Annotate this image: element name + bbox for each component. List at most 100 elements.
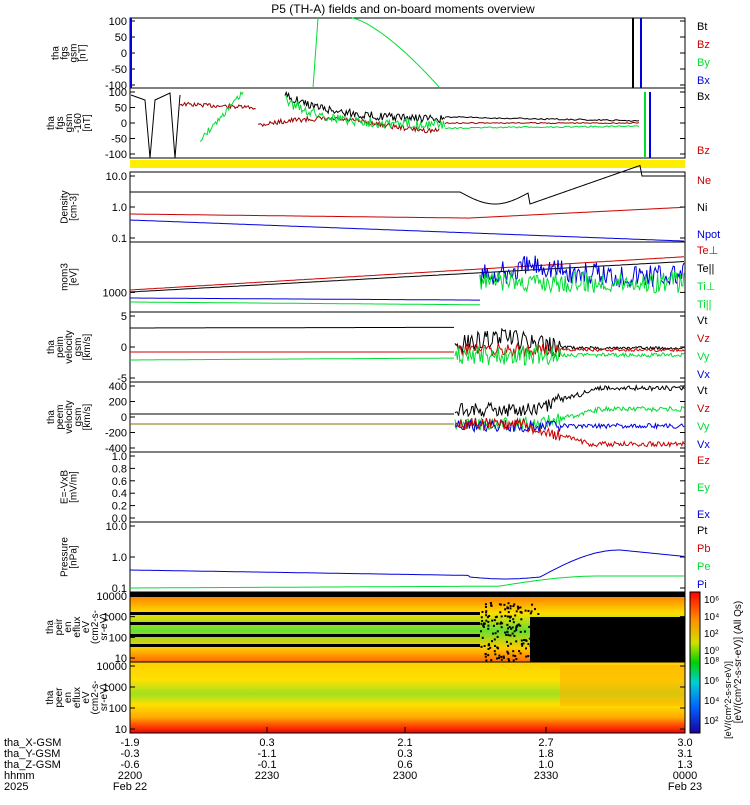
legend-entry: Ey <box>697 482 710 494</box>
y-axis-label: fgs <box>60 46 71 59</box>
panel-8: 10.0 1.0 0.1 Pressure[nPa] Pt Pb Pe Pi <box>60 521 711 595</box>
ion-spectrogram-speck <box>506 650 509 653</box>
y-tick-label: 10.0 <box>106 171 127 183</box>
ion-spectrogram-speck <box>480 630 483 633</box>
ion-spectrogram-speck <box>513 634 516 637</box>
ion-spectrogram-speck <box>487 624 490 627</box>
legend-entry: Pe <box>697 561 710 573</box>
ion-spectrogram-speck <box>515 640 518 643</box>
ion-spectrogram-speck <box>509 642 512 645</box>
series-vy-line <box>454 344 685 366</box>
y-axis-label: [nT] <box>82 114 93 131</box>
panel-frame <box>129 521 686 593</box>
ion-spectrogram-speck <box>498 654 501 657</box>
x-tick-ygsm: -0.3 <box>121 748 140 760</box>
y-axis-label: sr-eV) <box>99 613 110 640</box>
y-axis-label: tha <box>46 410 57 424</box>
ion-spectrogram-speck <box>537 652 540 655</box>
ion-spectrogram-speck <box>481 610 484 613</box>
colorbar-scale <box>689 591 701 734</box>
ion-spectrogram-speck <box>480 616 483 619</box>
ion-spectrogram-stripe <box>130 612 480 615</box>
ion-spectrogram-speck <box>528 625 531 628</box>
colorbar-tick-label: 10² <box>704 716 719 727</box>
ion-spectrogram-speck <box>509 607 512 610</box>
ion-spectrogram-speck <box>490 604 493 607</box>
ion-spectrogram-speck <box>533 621 536 624</box>
y-tick-label: 0 <box>121 342 127 354</box>
ion-spectrogram-speck <box>500 626 503 629</box>
ion-spectrogram-speck <box>534 641 537 644</box>
ion-spectrogram-speck <box>535 651 538 654</box>
series-npot-line <box>129 219 685 242</box>
ion-spectrogram-speck <box>497 657 500 660</box>
y-tick-label: 0.2 <box>112 501 127 513</box>
y-tick-label: 10000 <box>96 661 127 673</box>
ion-spectrogram-speck <box>521 644 524 647</box>
series-vy-line <box>130 357 454 361</box>
y-axis-label: tha <box>46 340 57 354</box>
y-axis-label: [cm-3] <box>69 193 80 221</box>
y-axis-label: velocity <box>64 330 75 363</box>
ion-spectrogram-stripe <box>130 644 480 647</box>
legend-entry: Bz <box>697 39 710 51</box>
series-tipar-line <box>130 301 480 306</box>
ion-spectrogram-speck <box>493 650 496 653</box>
legend-entry: Vy <box>697 351 710 363</box>
ion-spectrogram-speck <box>523 639 526 642</box>
y-axis-label: [km/s] <box>82 333 93 360</box>
electron-spectrogram-warm-region <box>560 665 685 706</box>
ion-spectrogram-speck <box>480 622 483 625</box>
y-axis-label: peem <box>55 404 66 429</box>
ion-spectrogram-speck <box>512 621 515 624</box>
series-vt-line <box>454 327 685 357</box>
ion-spectrogram-speck <box>519 624 522 627</box>
ion-spectrogram-speck <box>525 655 528 658</box>
ion-spectrogram-speck <box>499 622 502 625</box>
ion-spectrogram-speck <box>505 633 508 636</box>
ion-spectrogram-speck <box>490 602 493 605</box>
colorbar-tick-label: 10² <box>704 629 719 640</box>
ion-spectrogram-speck <box>486 616 489 619</box>
ion-spectrogram-speck <box>522 642 525 645</box>
y-axis-label: [km/s] <box>82 403 93 430</box>
y-tick-label: 50 <box>115 103 127 115</box>
panel-frame <box>129 17 686 89</box>
ion-spectrogram-speck <box>518 650 521 653</box>
series-tepar-line <box>129 261 685 293</box>
ion-spectrogram-speck <box>520 611 523 614</box>
ion-spectrogram-speck <box>517 623 520 626</box>
series-tiperp-line <box>479 255 685 289</box>
series-ne-line <box>130 206 685 219</box>
x-tick-zgsm: 1.3 <box>677 759 692 771</box>
x-tick-date: Feb 23 <box>668 781 702 793</box>
ion-spectrogram-speck <box>523 630 526 633</box>
y-axis-label: en <box>63 621 74 632</box>
ion-spectrogram-speck <box>532 643 535 646</box>
x-tick-zgsm: -0.1 <box>258 759 277 771</box>
y-tick-label: 0.6 <box>112 476 127 488</box>
y-tick-label: 1.0 <box>112 202 127 214</box>
series-vz-line <box>454 341 685 359</box>
x-tick-ygsm: 0.3 <box>397 748 412 760</box>
series-vt-line <box>454 383 685 418</box>
y-tick-label: 100 <box>109 16 127 28</box>
series-bx-line <box>130 92 181 159</box>
x-tick-hhmm: 2330 <box>534 770 558 782</box>
legend-entry: Bz <box>697 145 710 157</box>
panel-frame <box>129 381 686 453</box>
ion-spectrogram-speck <box>504 631 507 634</box>
ion-spectrogram-speck <box>527 609 530 612</box>
ion-spectrogram-speck <box>519 606 522 609</box>
ion-spectrogram-speck <box>533 656 536 659</box>
y-axis-label: (cm2-s- <box>90 681 101 715</box>
legend-entry: Bx <box>697 75 710 87</box>
legend-entry: Ti|| <box>697 299 711 311</box>
x-tick-zgsm: 0.6 <box>397 759 412 771</box>
panel-frame <box>129 451 686 523</box>
ion-spectrogram-speck <box>480 645 483 648</box>
ion-spectrogram-speck <box>484 653 487 656</box>
y-axis-label: peim <box>55 336 66 358</box>
